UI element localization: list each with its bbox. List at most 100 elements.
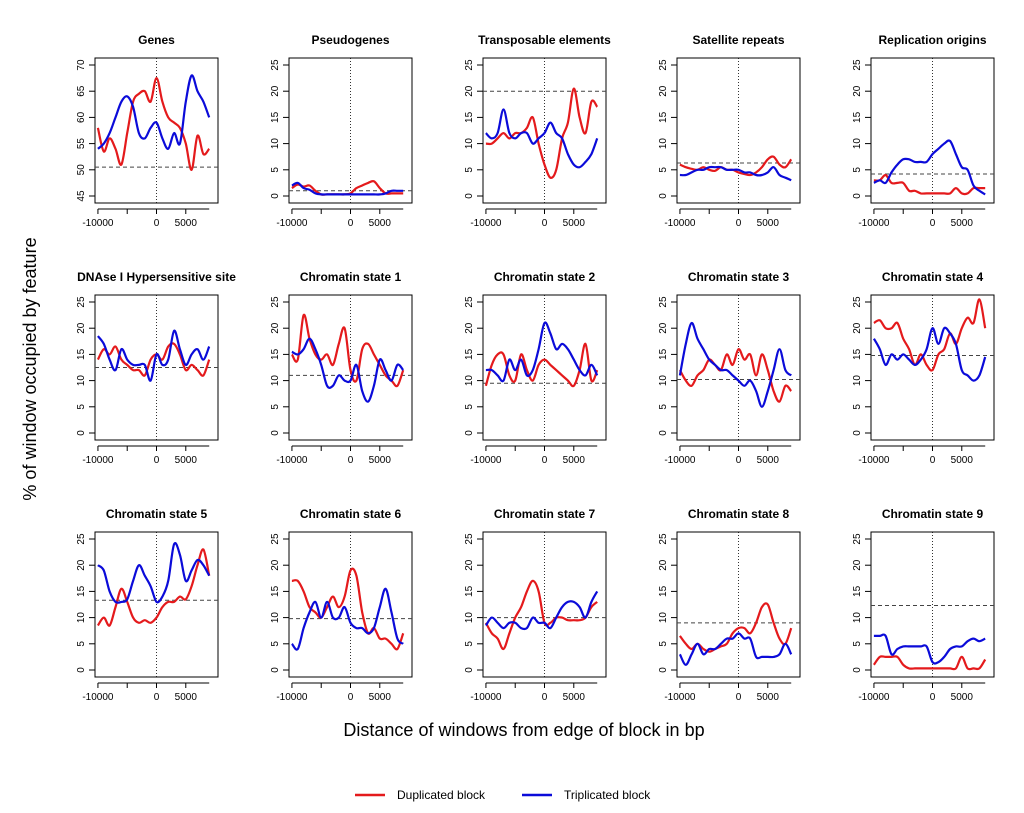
panel: Satellite repeats 0 5 10 15 20 25 -10000 0 5000 [658, 33, 801, 229]
y-tick-label: 15 [658, 585, 669, 597]
x-tick-label: 0 [154, 692, 160, 703]
y-tick-label: 15 [76, 585, 87, 597]
y-tick-label: 0 [270, 667, 281, 673]
x-tick-label: -10000 [82, 692, 114, 703]
x-tick-label: 5000 [757, 692, 780, 703]
y-tick-label: 15 [658, 111, 669, 123]
triplicated-series-line [872, 326, 987, 382]
y-tick-label: 50 [76, 164, 87, 176]
x-tick-label: 0 [930, 218, 936, 229]
y-tick-label: 20 [270, 559, 281, 571]
x-tick-label: 0 [930, 455, 936, 466]
y-tick-label: 20 [658, 85, 669, 97]
panel: Chromatin state 3 0 5 10 15 20 25 -10000 0 5000 [658, 270, 801, 466]
y-tick-label: 25 [852, 59, 863, 71]
panel-title: Chromatin state 8 [688, 507, 790, 521]
y-tick-label: 0 [852, 667, 863, 673]
panel: Transposable elements 0 5 10 15 20 25 -10000 0 50… [464, 33, 611, 229]
legend-label-duplicated: Duplicated block [397, 788, 486, 802]
duplicated-series-line [872, 655, 987, 671]
x-tick-label: -10000 [470, 455, 502, 466]
panel: Genes 45 50 55 60 65 70 -10000 0 5000 [76, 33, 219, 229]
triplicated-series-line [291, 337, 405, 403]
triplicated-series-line [485, 321, 599, 383]
x-tick-label: 5000 [175, 692, 198, 703]
x-tick-label: -10000 [82, 218, 114, 229]
y-tick-label: 5 [76, 404, 87, 410]
panel-title: Chromatin state 4 [882, 270, 984, 284]
y-tick-label: 10 [852, 375, 863, 387]
y-tick-label: 10 [658, 375, 669, 387]
x-tick-label: 0 [736, 218, 742, 229]
x-tick-label: -10000 [82, 455, 114, 466]
y-tick-label: 10 [76, 375, 87, 387]
x-tick-label: -10000 [470, 692, 502, 703]
x-tick-label: 0 [348, 692, 354, 703]
x-tick-label: 5000 [369, 218, 392, 229]
y-tick-label: 10 [270, 375, 281, 387]
triplicated-series-line [97, 329, 211, 382]
y-tick-label: 25 [464, 533, 475, 545]
y-tick-label: 10 [464, 612, 475, 624]
y-tick-label: 5 [270, 404, 281, 410]
y-tick-label: 10 [270, 612, 281, 624]
y-tick-label: 10 [464, 138, 475, 150]
x-tick-label: -10000 [470, 218, 502, 229]
y-tick-label: 20 [852, 85, 863, 97]
x-tick-label: 5000 [951, 692, 974, 703]
x-tick-label: 5000 [951, 455, 974, 466]
y-tick-label: 5 [852, 167, 863, 173]
y-tick-label: 5 [658, 641, 669, 647]
y-tick-label: 20 [658, 322, 669, 334]
panel: Chromatin state 9 0 5 10 15 20 25 -10000 0 5000 [852, 507, 995, 703]
y-tick-label: 10 [76, 612, 87, 624]
y-tick-label: 65 [76, 85, 87, 97]
x-tick-label: 0 [542, 455, 548, 466]
panel-title: Chromatin state 3 [688, 270, 790, 284]
x-tick-label: -10000 [664, 218, 696, 229]
panel: Replication origins 0 5 10 15 20 25 -10000 0 5000 [852, 33, 995, 229]
panel: DNAse I Hypersensitive site 0 5 10 15 20 25 -10… [76, 270, 236, 466]
legend: Duplicated block Triplicated block [355, 788, 651, 802]
y-tick-label: 5 [852, 404, 863, 410]
x-tick-label: 0 [542, 692, 548, 703]
panel-title: Chromatin state 5 [106, 507, 208, 521]
duplicated-series-line [679, 155, 793, 177]
y-tick-label: 5 [270, 641, 281, 647]
panel: Chromatin state 8 0 5 10 15 20 25 -10000 0 5000 [658, 507, 801, 703]
x-tick-label: 5000 [757, 455, 780, 466]
triplicated-series-line [97, 542, 211, 604]
panel-title: Chromatin state 1 [300, 270, 402, 284]
panel: Chromatin state 2 0 5 10 15 20 25 -10000 0 5000 [464, 270, 607, 466]
x-tick-label: 0 [930, 692, 936, 703]
y-tick-label: 25 [270, 296, 281, 308]
x-tick-label: -10000 [276, 692, 308, 703]
x-tick-label: -10000 [276, 455, 308, 466]
y-tick-label: 0 [852, 430, 863, 436]
x-tick-label: 0 [348, 455, 354, 466]
x-tick-label: 5000 [369, 692, 392, 703]
duplicated-series-line [96, 77, 211, 171]
duplicated-series-line [290, 313, 405, 388]
y-tick-label: 20 [76, 322, 87, 334]
panel: Chromatin state 5 0 5 10 15 20 25 -10000 0 5000 [76, 507, 219, 703]
y-tick-label: 5 [658, 167, 669, 173]
y-tick-label: 25 [658, 296, 669, 308]
y-tick-label: 10 [658, 138, 669, 150]
y-tick-label: 15 [270, 111, 281, 123]
x-tick-label: -10000 [664, 455, 696, 466]
y-tick-label: 15 [270, 348, 281, 360]
y-tick-label: 25 [76, 533, 87, 545]
x-tick-label: 5000 [175, 218, 198, 229]
x-tick-label: 5000 [369, 455, 392, 466]
y-tick-label: 0 [658, 430, 669, 436]
y-tick-label: 60 [76, 111, 87, 123]
duplicated-series-line [873, 173, 986, 196]
y-tick-label: 10 [852, 138, 863, 150]
triplicated-series-line [484, 590, 599, 631]
triplicated-series-line [678, 632, 793, 666]
x-tick-label: 5000 [757, 218, 780, 229]
x-tick-label: 0 [736, 455, 742, 466]
panel-title: Chromatin state 2 [494, 270, 596, 284]
